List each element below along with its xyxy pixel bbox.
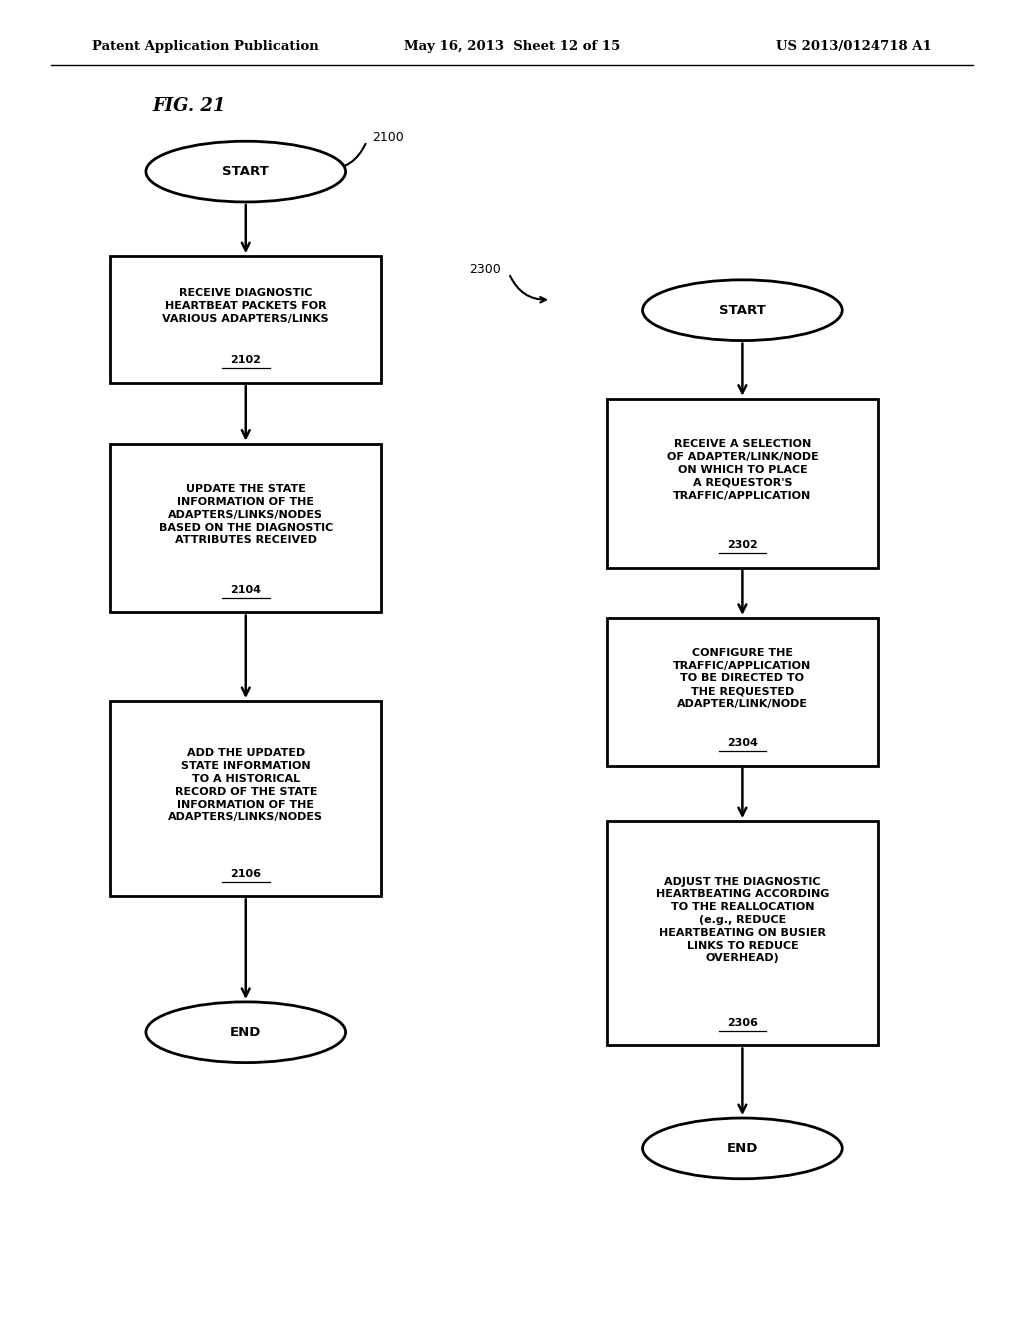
Ellipse shape xyxy=(643,280,842,341)
Text: 2300: 2300 xyxy=(469,263,501,276)
Text: CONFIGURE THE
TRAFFIC/APPLICATION
TO BE DIRECTED TO
THE REQUESTED
ADAPTER/LINK/N: CONFIGURE THE TRAFFIC/APPLICATION TO BE … xyxy=(673,648,812,709)
Text: RECEIVE A SELECTION
OF ADAPTER/LINK/NODE
ON WHICH TO PLACE
A REQUESTOR'S
TRAFFIC: RECEIVE A SELECTION OF ADAPTER/LINK/NODE… xyxy=(667,440,818,500)
Text: START: START xyxy=(719,304,766,317)
Text: ADJUST THE DIAGNOSTIC
HEARTBEATING ACCORDING
TO THE REALLOCATION
(e.g., REDUCE
H: ADJUST THE DIAGNOSTIC HEARTBEATING ACCOR… xyxy=(655,876,829,964)
FancyBboxPatch shape xyxy=(606,399,879,568)
Ellipse shape xyxy=(145,141,346,202)
FancyBboxPatch shape xyxy=(110,256,381,383)
Text: 2306: 2306 xyxy=(727,1018,758,1028)
Text: US 2013/0124718 A1: US 2013/0124718 A1 xyxy=(776,40,932,53)
Text: May 16, 2013  Sheet 12 of 15: May 16, 2013 Sheet 12 of 15 xyxy=(403,40,621,53)
Text: END: END xyxy=(230,1026,261,1039)
Text: RECEIVE DIAGNOSTIC
HEARTBEAT PACKETS FOR
VARIOUS ADAPTERS/LINKS: RECEIVE DIAGNOSTIC HEARTBEAT PACKETS FOR… xyxy=(163,289,329,323)
Ellipse shape xyxy=(145,1002,346,1063)
Text: 2106: 2106 xyxy=(230,869,261,879)
Text: FIG. 23: FIG. 23 xyxy=(651,437,725,455)
FancyBboxPatch shape xyxy=(606,618,879,766)
Text: 2100: 2100 xyxy=(372,131,403,144)
Text: END: END xyxy=(727,1142,758,1155)
Text: START: START xyxy=(222,165,269,178)
Text: UPDATE THE STATE
INFORMATION OF THE
ADAPTERS/LINKS/NODES
BASED ON THE DIAGNOSTIC: UPDATE THE STATE INFORMATION OF THE ADAP… xyxy=(159,484,333,545)
Text: Patent Application Publication: Patent Application Publication xyxy=(92,40,318,53)
FancyBboxPatch shape xyxy=(110,701,381,896)
Text: 2302: 2302 xyxy=(727,540,758,550)
Text: 2304: 2304 xyxy=(727,738,758,748)
FancyBboxPatch shape xyxy=(606,821,879,1045)
Ellipse shape xyxy=(643,1118,842,1179)
Text: ADD THE UPDATED
STATE INFORMATION
TO A HISTORICAL
RECORD OF THE STATE
INFORMATIO: ADD THE UPDATED STATE INFORMATION TO A H… xyxy=(168,748,324,822)
FancyBboxPatch shape xyxy=(110,444,381,612)
Text: FIG. 21: FIG. 21 xyxy=(153,96,226,115)
Text: 2104: 2104 xyxy=(230,585,261,595)
Text: 2102: 2102 xyxy=(230,355,261,366)
